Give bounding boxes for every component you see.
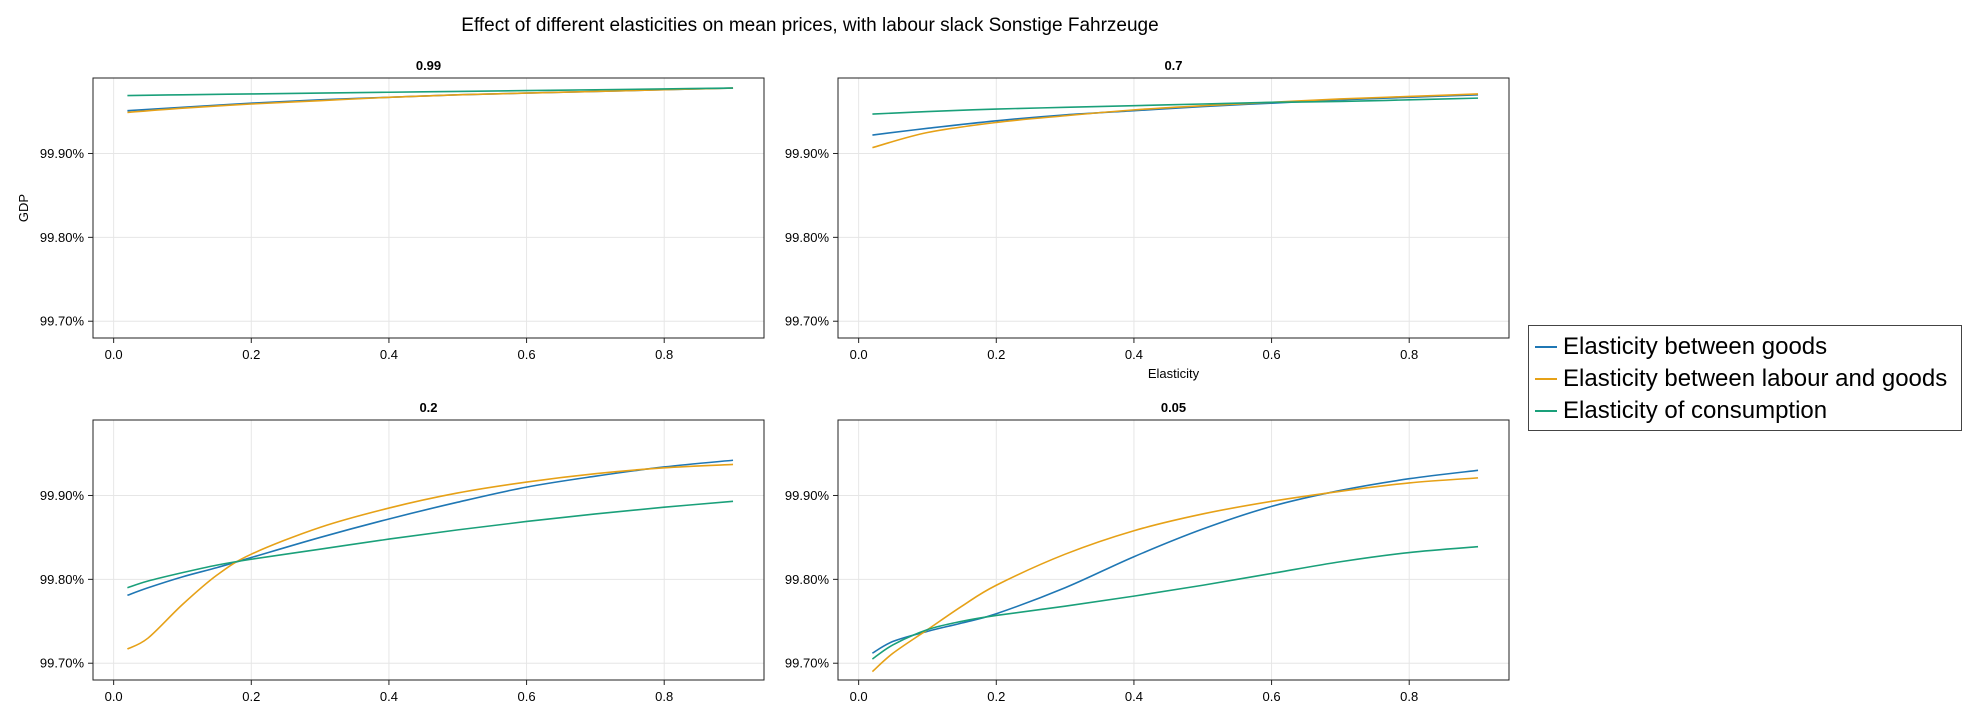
x-tick-label: 0.0 [105, 689, 123, 704]
panel-4: 0.0 0.2 0.4 0.6 0.8 99.70% 99.80% 99.90% 0.05 [785, 400, 1510, 704]
panel-title: 0.99 [416, 58, 441, 73]
panel-2: 0.0 0.2 0.4 0.6 0.8 99.70% 99.80% 99.90% 0.7 Elas… [785, 58, 1510, 381]
x-tick-label: 0.8 [655, 347, 673, 362]
y-axis-label: GDP [16, 194, 31, 222]
x-tick-label: 0.8 [655, 689, 673, 704]
legend-label-goods: Elasticity between goods [1563, 333, 1828, 360]
x-tick-label: 0.6 [518, 689, 536, 704]
plot-frame [92, 419, 765, 681]
y-tick-label: 99.70% [785, 314, 830, 329]
plot-frame [837, 77, 1510, 339]
legend-swatch-labour-goods [1535, 378, 1557, 380]
panel-1: 0.0 0.2 0.4 0.6 0.8 99.70% 99.80% 99.90% 0.99 GDP [16, 58, 765, 362]
series-line-elasticity-of-consumption [127, 500, 734, 589]
panel-title: 0.2 [419, 400, 437, 415]
panel-3: 0.0 0.2 0.4 0.6 0.8 99.70% 99.80% 99.90% 0.2 [40, 400, 765, 704]
figure-title: Effect of different elasticities on mean… [461, 15, 1159, 36]
x-axis-label: Elasticity [1148, 366, 1200, 381]
series-line-elasticity-between-goods [127, 459, 734, 597]
x-tick-label: 0.8 [1400, 689, 1418, 704]
x-tick-label: 0.2 [987, 689, 1005, 704]
legend-item-goods: Elasticity between goods [1535, 331, 1961, 363]
x-tick-label: 0.2 [987, 347, 1005, 362]
x-tick-label: 0.4 [1125, 347, 1143, 362]
series-line-elasticity-between-labour-and-goods [872, 93, 1479, 149]
y-tick-label: 99.90% [785, 146, 830, 161]
plot-frame [837, 419, 1510, 681]
x-tick-label: 0.4 [380, 347, 398, 362]
x-tick-label: 0.4 [380, 689, 398, 704]
series-line-elasticity-between-goods [872, 469, 1479, 654]
x-tick-label: 0.2 [242, 347, 260, 362]
legend-swatch-consumption [1535, 410, 1557, 412]
x-tick-label: 0.0 [850, 689, 868, 704]
x-tick-label: 0.2 [242, 689, 260, 704]
y-tick-label: 99.70% [40, 314, 85, 329]
legend-swatch-goods [1535, 346, 1557, 348]
x-tick-label: 0.0 [105, 347, 123, 362]
y-tick-label: 99.70% [40, 656, 85, 671]
series-line-elasticity-of-consumption [127, 87, 734, 97]
y-tick-label: 99.90% [40, 146, 85, 161]
legend-label-labour-goods: Elasticity between labour and goods [1563, 365, 1948, 392]
legend-item-labour-goods: Elasticity between labour and goods [1535, 363, 1961, 395]
series-line-elasticity-between-goods [872, 93, 1479, 136]
x-tick-label: 0.6 [518, 347, 536, 362]
y-tick-label: 99.90% [40, 488, 85, 503]
legend-item-consumption: Elasticity of consumption [1535, 395, 1961, 427]
x-tick-label: 0.6 [1263, 347, 1281, 362]
series-line-elasticity-between-labour-and-goods [127, 463, 734, 650]
series-line-elasticity-between-labour-and-goods [871, 477, 1479, 673]
panel-title: 0.05 [1161, 400, 1186, 415]
legend-label-consumption: Elasticity of consumption [1563, 397, 1828, 424]
series-line-elasticity-of-consumption [872, 97, 1479, 115]
panel-title: 0.7 [1164, 58, 1182, 73]
y-tick-label: 99.80% [785, 230, 830, 245]
y-tick-label: 99.80% [785, 572, 830, 587]
x-tick-label: 0.0 [850, 347, 868, 362]
x-tick-label: 0.8 [1400, 347, 1418, 362]
y-tick-label: 99.70% [785, 656, 830, 671]
plot-frame [92, 77, 765, 339]
legend: Elasticity between goods Elasticity betw… [1528, 325, 1962, 431]
series-line-elasticity-between-labour-and-goods [127, 87, 734, 114]
x-tick-label: 0.6 [1263, 689, 1281, 704]
series-line-elasticity-of-consumption [871, 545, 1479, 660]
y-tick-label: 99.80% [40, 572, 85, 587]
x-tick-label: 0.4 [1125, 689, 1143, 704]
y-tick-label: 99.90% [785, 488, 830, 503]
y-tick-label: 99.80% [40, 230, 85, 245]
